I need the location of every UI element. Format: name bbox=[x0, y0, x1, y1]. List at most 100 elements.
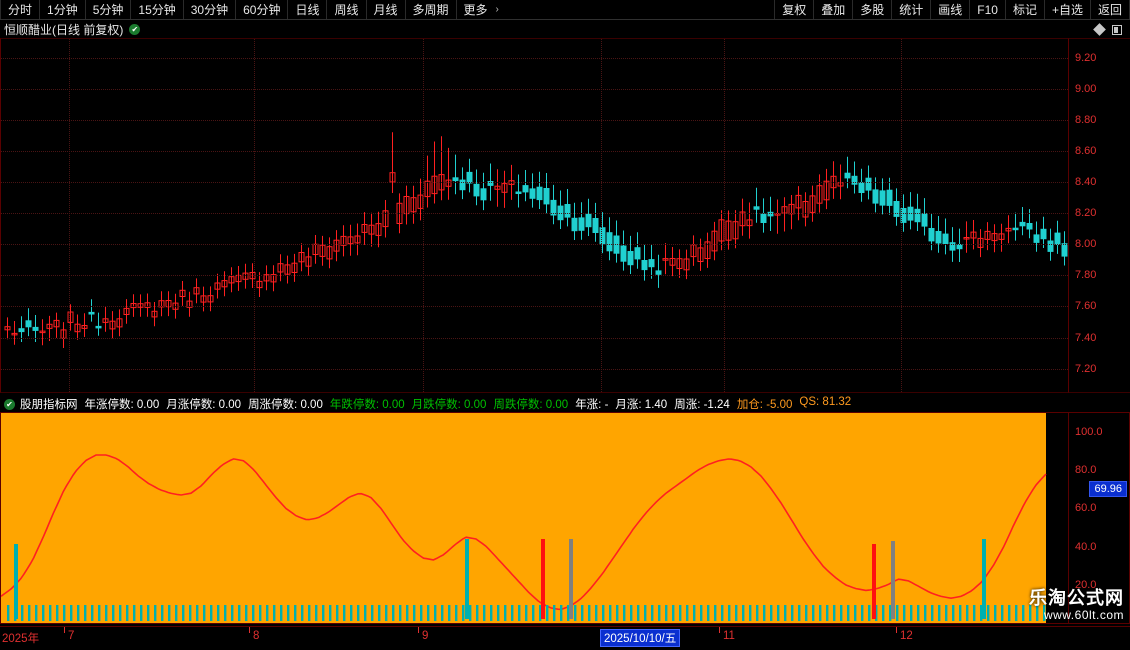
signal-bar bbox=[569, 539, 573, 619]
indicator-field-1: 月涨停数: 0.00 bbox=[166, 399, 242, 411]
indicator-field-8: 周涨: -1.24 bbox=[674, 399, 730, 411]
toolbar-period-30min[interactable]: 30分钟 bbox=[184, 0, 237, 19]
indicator-title-bar: ✔ 股朋指标网 年涨停数: 0.00 月涨停数: 0.00 周涨停数: 0.00 年跌… bbox=[0, 396, 1130, 412]
date-axis-label: 11 bbox=[723, 630, 735, 642]
toolbar-period-daily[interactable]: 日线 bbox=[288, 0, 328, 19]
toolbar-period-fenshi[interactable]: 分时 bbox=[0, 0, 41, 19]
top-toolbar: 分时 1分钟 5分钟 15分钟 30分钟 60分钟 日线 周线 月线 多周期 更… bbox=[0, 0, 1130, 20]
qs-line-chart bbox=[1, 454, 1047, 621]
toolbar-period-60min[interactable]: 60分钟 bbox=[236, 0, 289, 19]
signal-bar bbox=[872, 544, 876, 619]
price-tick-label: 8.60 bbox=[1075, 144, 1097, 157]
toolbar-multi-period[interactable]: 多周期 bbox=[406, 0, 457, 19]
price-chart-pane[interactable] bbox=[0, 38, 1068, 393]
signal-bar bbox=[465, 539, 469, 619]
toolbar-period-weekly[interactable]: 周线 bbox=[327, 0, 367, 19]
indicator-field-5: 周跌停数: 0.00 bbox=[493, 399, 569, 411]
price-tick-label: 8.80 bbox=[1075, 113, 1097, 126]
indicator-field-6: 年涨: - bbox=[575, 399, 609, 411]
price-grid-line bbox=[1, 275, 1068, 277]
price-tick-label: 7.20 bbox=[1075, 362, 1097, 375]
signal-bar bbox=[14, 544, 18, 619]
layout-icon[interactable] bbox=[1112, 24, 1122, 35]
date-axis[interactable]: 2025年 7 8 9 11 12 2025/10/10/五 bbox=[0, 626, 1130, 650]
toolbar-mark[interactable]: 标记 bbox=[1006, 0, 1045, 19]
watermark: 乐淘公式网 www.60lt.com bbox=[1029, 588, 1124, 622]
toolbar-statistics[interactable]: 统计 bbox=[892, 0, 932, 19]
indicator-chart-pane[interactable] bbox=[0, 412, 1068, 624]
indicator-name[interactable]: 股朋指标网 bbox=[20, 399, 78, 411]
toolbar-multi-stock[interactable]: 多股 bbox=[853, 0, 893, 19]
signal-bar bbox=[982, 539, 986, 619]
date-axis-tick bbox=[64, 627, 65, 633]
indicator-field-9: 加仓: -5.00 bbox=[736, 399, 793, 411]
candlestick-chart bbox=[4, 132, 1068, 348]
date-axis-label: 7 bbox=[68, 630, 75, 642]
toolbar-more[interactable]: 更多 bbox=[463, 3, 488, 17]
date-axis-label: 12 bbox=[900, 630, 913, 642]
price-vgrid-line bbox=[601, 39, 602, 392]
indicator-field-7: 月涨: 1.40 bbox=[615, 399, 668, 411]
toolbar-drawline[interactable]: 画线 bbox=[931, 0, 971, 19]
indicator-tick-label: 20.0 bbox=[1075, 578, 1097, 591]
signal-bar bbox=[541, 539, 545, 619]
price-grid-line bbox=[1, 244, 1068, 246]
indicator-field-2: 周涨停数: 0.00 bbox=[248, 399, 323, 411]
indicator-tick-label: 100.0 bbox=[1075, 426, 1103, 439]
date-axis-tick bbox=[719, 627, 720, 633]
date-axis-label: 9 bbox=[422, 630, 429, 642]
chevron-right-icon[interactable]: › bbox=[495, 4, 499, 15]
price-vgrid-line bbox=[254, 39, 255, 392]
indicator-check-icon: ✔ bbox=[4, 398, 15, 410]
price-tick-label: 8.00 bbox=[1075, 238, 1097, 251]
toolbar-period-monthly[interactable]: 月线 bbox=[367, 0, 406, 19]
indicator-tick-label: 80.0 bbox=[1075, 464, 1097, 477]
price-tick-label: 8.20 bbox=[1075, 207, 1097, 220]
current-value-badge: 69.96 bbox=[1089, 481, 1127, 498]
toolbar-add-watchlist[interactable]: +自选 bbox=[1045, 0, 1091, 19]
date-axis-tick bbox=[249, 627, 250, 633]
toolbar-period-1min[interactable]: 1分钟 bbox=[40, 0, 86, 19]
price-grid-line bbox=[1, 368, 1068, 370]
toolbar-left-group: 分时 1分钟 5分钟 15分钟 30分钟 60分钟 日线 周线 月线 多周期 更… bbox=[0, 0, 505, 19]
price-tick-label: 9.00 bbox=[1075, 82, 1097, 95]
price-vgrid-line bbox=[724, 39, 725, 392]
date-axis-tick bbox=[418, 627, 419, 633]
indicator-field-10: QS: 81.32 bbox=[799, 396, 852, 408]
price-grid-line bbox=[1, 57, 1068, 59]
price-grid-line bbox=[1, 88, 1068, 90]
price-vgrid-line bbox=[901, 39, 902, 392]
toolbar-back[interactable]: 返回 bbox=[1091, 0, 1130, 19]
indicator-field-0: 年涨停数: 0.00 bbox=[84, 399, 160, 411]
indicator-tick-label: 60.0 bbox=[1075, 502, 1097, 515]
indicator-fields: 年涨停数: 0.00 月涨停数: 0.00 周涨停数: 0.00 年跌停数: 0.00… bbox=[85, 396, 859, 412]
price-grid-line bbox=[1, 150, 1068, 152]
price-grid-line bbox=[1, 182, 1068, 184]
diamond-icon[interactable] bbox=[1093, 23, 1106, 36]
date-axis-tick bbox=[896, 627, 897, 633]
symbol-title: 恒顺醋业(日线 前复权) bbox=[4, 23, 124, 37]
price-grid-line bbox=[1, 119, 1068, 121]
header-icon-group bbox=[1093, 23, 1130, 36]
price-grid-line bbox=[1, 306, 1068, 308]
watermark-main: 乐淘公式网 bbox=[1029, 588, 1124, 609]
indicator-area-fill bbox=[1, 413, 1046, 623]
date-cursor-label: 2025/10/10/五 bbox=[600, 629, 681, 647]
indicator-field-4: 月跌停数: 0.00 bbox=[411, 399, 487, 411]
toolbar-right-group: 复权 叠加 多股 统计 画线 F10 标记 +自选 返回 bbox=[774, 0, 1130, 19]
toolbar-overlay[interactable]: 叠加 bbox=[814, 0, 854, 19]
toolbar-adjust-price[interactable]: 复权 bbox=[774, 0, 815, 19]
date-axis-label: 8 bbox=[253, 630, 260, 642]
toolbar-f10[interactable]: F10 bbox=[970, 0, 1006, 19]
indicator-tick-label: 40.0 bbox=[1075, 540, 1097, 553]
toolbar-period-5min[interactable]: 5分钟 bbox=[86, 0, 132, 19]
date-axis-label: 2025年 bbox=[2, 633, 40, 645]
signal-bar bbox=[891, 541, 895, 619]
price-tick-label: 7.60 bbox=[1075, 300, 1097, 313]
qs-line bbox=[1, 454, 1047, 611]
toolbar-period-15min[interactable]: 15分钟 bbox=[131, 0, 184, 19]
price-vgrid-line bbox=[423, 39, 424, 392]
price-tick-label: 7.40 bbox=[1075, 331, 1097, 344]
price-vgrid-line bbox=[69, 39, 70, 392]
